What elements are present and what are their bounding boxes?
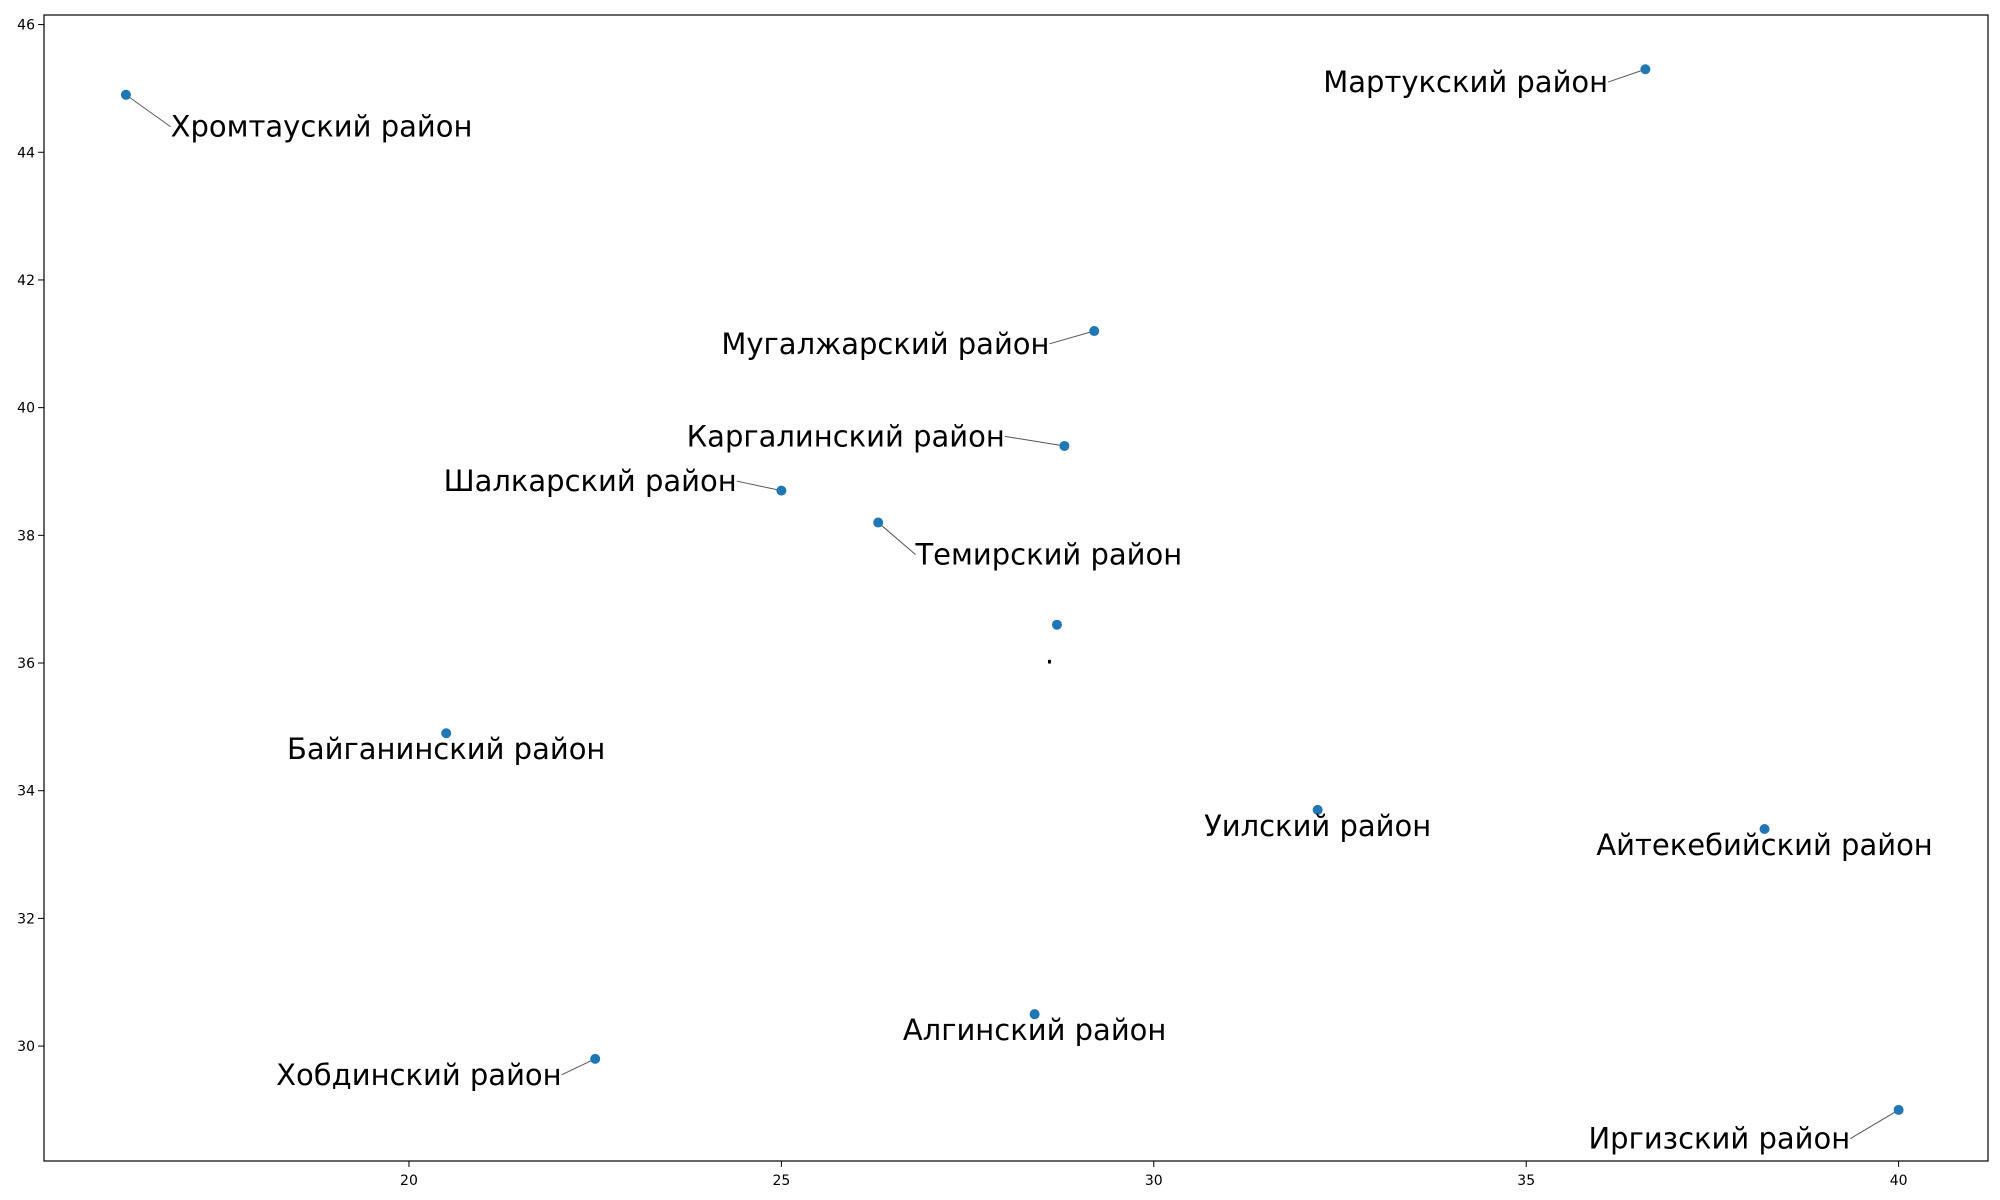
- data-point: [1059, 440, 1070, 451]
- plot-area: [43, 14, 1989, 1162]
- point-label: Байганинский район: [287, 732, 605, 766]
- x-tick-label: 40: [1890, 1173, 1908, 1189]
- data-point: [120, 89, 131, 100]
- x-tick-label: 35: [1517, 1173, 1535, 1189]
- y-tick-label: 34: [17, 784, 35, 800]
- point-label: Темирский район: [914, 537, 1182, 571]
- data-point: [1893, 1104, 1904, 1115]
- x-axis: 20 25 30 35 40: [400, 1161, 1908, 1189]
- data-point: [1759, 824, 1770, 835]
- point-label: Мартукский район: [1323, 65, 1608, 99]
- data-point: [1089, 326, 1100, 337]
- point-label: Мугалжарский район: [721, 327, 1049, 361]
- leader-line: [736, 480, 782, 492]
- y-tick-label: 36: [17, 656, 35, 672]
- y-axis: 30 32 34 36 38 40 42 44 46: [17, 18, 44, 1055]
- x-tick-label: 25: [772, 1173, 790, 1189]
- point-label: Хобдинский район: [276, 1058, 561, 1092]
- x-tick-label: 20: [400, 1173, 418, 1189]
- point-label: .: [1045, 636, 1054, 670]
- data-points: [120, 64, 1904, 1115]
- y-tick-label: 42: [17, 273, 35, 289]
- leader-line: [125, 94, 171, 128]
- data-point: [776, 485, 787, 496]
- data-point: [1051, 619, 1062, 630]
- y-tick-label: 44: [17, 145, 35, 161]
- y-tick-label: 38: [17, 528, 35, 544]
- point-label: Каргалинский район: [687, 419, 1005, 453]
- leader-line: [561, 1058, 596, 1076]
- leader-line: [1004, 435, 1065, 447]
- data-point: [873, 517, 884, 528]
- leader-line: [877, 522, 916, 555]
- data-point: [1640, 64, 1651, 75]
- point-label: Иргизский район: [1588, 1122, 1850, 1156]
- x-tick-label: 30: [1145, 1173, 1163, 1189]
- point-label: Хромтауский район: [171, 110, 473, 144]
- point-label: Уилский район: [1204, 809, 1431, 843]
- data-point: [1029, 1009, 1040, 1020]
- point-label: Алгинский район: [903, 1013, 1167, 1047]
- point-label: Айтекебийский район: [1596, 828, 1932, 862]
- leader-lines: [125, 68, 1899, 1140]
- point-labels: Хромтауский район Мартукский район Мугалжа…: [171, 65, 1933, 1156]
- data-point: [1312, 804, 1323, 815]
- y-tick-label: 30: [17, 1039, 35, 1055]
- leader-line: [1849, 1109, 1899, 1140]
- leader-line: [1607, 68, 1646, 83]
- leader-line: [1049, 330, 1095, 345]
- y-tick-label: 46: [17, 18, 35, 34]
- data-point: [441, 728, 452, 739]
- point-label: Шалкарский район: [444, 464, 737, 498]
- y-tick-label: 32: [17, 911, 35, 927]
- y-tick-label: 40: [17, 401, 35, 417]
- data-point: [590, 1053, 601, 1064]
